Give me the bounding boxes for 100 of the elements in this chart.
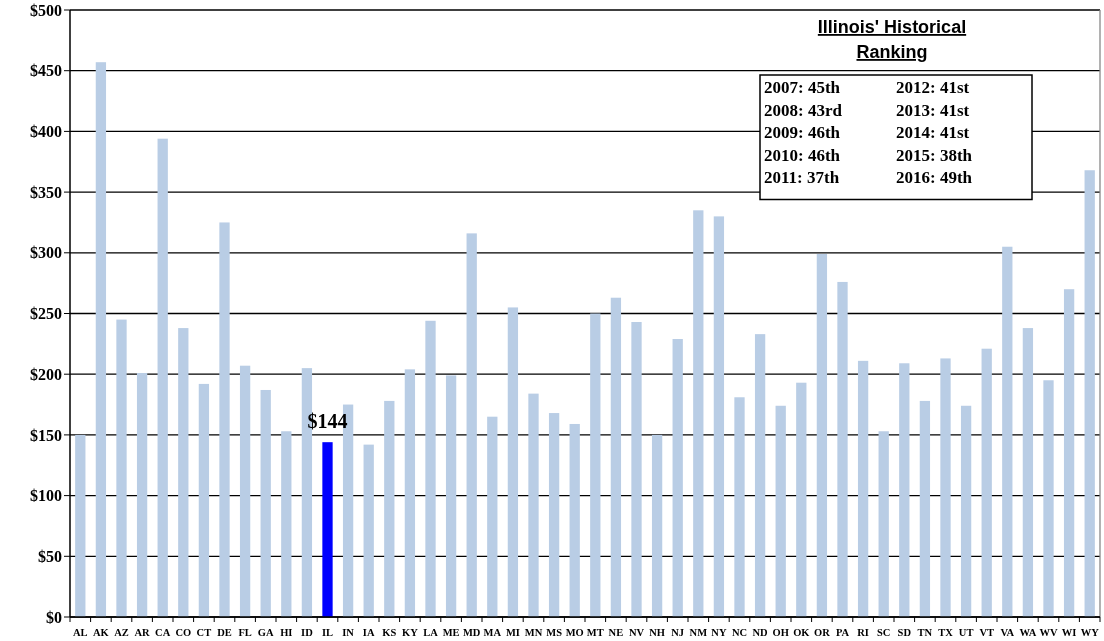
x-tick-label: PA — [835, 627, 850, 638]
bar — [219, 222, 230, 617]
bar — [466, 233, 477, 617]
bar — [672, 338, 683, 617]
bar — [775, 405, 786, 617]
x-tick-label: IL — [321, 627, 334, 638]
x-tick-label: MO — [565, 627, 584, 638]
x-tick-label: KY — [402, 627, 419, 638]
x-tick-label: OH — [772, 627, 789, 638]
annotation: 2008: 43rd — [764, 100, 843, 120]
x-tick-label: SC — [876, 627, 891, 638]
bar — [651, 434, 663, 617]
x-tick-label: NM — [689, 627, 708, 638]
bar — [487, 416, 498, 617]
x-tick-label: ND — [752, 627, 769, 638]
x-tick-label: IA — [362, 627, 375, 638]
annotation: 2009: 46th — [764, 123, 841, 142]
bar — [95, 62, 107, 617]
y-tick-label: $50 — [38, 547, 62, 565]
annotation: 2007: 45th — [764, 78, 841, 97]
bar — [899, 363, 910, 617]
bar — [1063, 289, 1075, 617]
bar — [322, 442, 333, 617]
bar — [981, 348, 992, 617]
x-tick-label: KS — [382, 627, 397, 638]
bar — [816, 254, 828, 617]
bar — [919, 400, 931, 617]
x-tick-label: DE — [217, 627, 232, 638]
y-tick-label: $500 — [30, 1, 62, 19]
y-tick-label: $450 — [30, 62, 62, 80]
bar — [693, 210, 704, 617]
annotation: 2013: 41st — [896, 100, 970, 120]
bar — [157, 138, 168, 617]
x-tick-label: AK — [93, 627, 110, 638]
bar — [116, 319, 127, 617]
x-tick-label: NY — [711, 627, 727, 638]
bar — [548, 413, 560, 617]
x-tick-label: MS — [546, 627, 563, 638]
x-tick-label: OR — [814, 627, 831, 638]
bar — [75, 434, 86, 617]
x-tick-label: LA — [423, 627, 439, 638]
bar — [734, 397, 745, 617]
bar — [1002, 246, 1013, 617]
y-tick-label: $250 — [30, 305, 62, 323]
annotation: 2015: 38th — [896, 145, 973, 165]
annotation: 2010: 46th — [764, 145, 841, 165]
bar — [384, 400, 395, 617]
x-tick-label: CO — [175, 627, 192, 638]
x-tick-label: AR — [134, 627, 151, 638]
x-tick-label: VT — [979, 627, 994, 638]
y-tick-label: $150 — [30, 426, 62, 444]
x-tick-label: MI — [505, 627, 520, 638]
bar — [528, 393, 539, 617]
x-tick-label: GA — [257, 627, 274, 638]
x-tick-label: NJ — [671, 627, 685, 638]
x-tick-label: FL — [238, 627, 252, 638]
y-tick-label: $350 — [30, 183, 62, 201]
bar — [940, 358, 951, 617]
bar — [445, 375, 457, 617]
y-tick-label: $100 — [30, 487, 62, 505]
x-tick-label: TX — [938, 627, 954, 638]
bar — [239, 365, 251, 617]
x-tick-label: MA — [483, 627, 502, 638]
bar — [1084, 170, 1095, 617]
bar — [260, 389, 271, 617]
bar — [878, 431, 889, 617]
x-tick-label: WA — [1019, 627, 1037, 638]
bar — [1022, 328, 1034, 617]
x-tick-label: SD — [897, 627, 912, 638]
x-tick-label: WV — [1039, 627, 1058, 638]
bar — [281, 431, 292, 617]
bar — [507, 307, 519, 617]
annotation: 2012: 41st — [896, 78, 970, 97]
x-tick-label: ME — [442, 627, 460, 638]
x-tick-label: WY — [1080, 627, 1100, 638]
bar — [198, 383, 210, 617]
bar — [837, 281, 848, 617]
annotation: 2011: 37th — [764, 168, 840, 187]
x-tick-label: HI — [280, 627, 293, 638]
bar — [1043, 380, 1054, 617]
bar — [631, 322, 642, 617]
annotation: 2014: 41st — [896, 123, 970, 142]
x-tick-label: OK — [793, 627, 811, 638]
x-tick-label: MD — [462, 627, 481, 638]
x-tick-label: VA — [1000, 627, 1015, 638]
x-tick-label: AL — [73, 627, 88, 638]
x-tick-label: TN — [917, 627, 933, 638]
data-label: $144 — [307, 410, 348, 433]
bar — [796, 382, 807, 617]
x-tick-label: WI — [1061, 627, 1077, 638]
x-tick-label: CA — [155, 627, 171, 638]
x-tick-label: MT — [586, 627, 604, 638]
y-tick-label: $400 — [30, 123, 62, 140]
x-tick-label: MN — [524, 627, 543, 638]
bar — [713, 216, 725, 617]
bar — [404, 369, 416, 617]
x-tick-label: UT — [958, 627, 974, 638]
bar — [960, 405, 972, 617]
bar — [857, 360, 869, 617]
x-tick-label: NH — [649, 627, 665, 638]
